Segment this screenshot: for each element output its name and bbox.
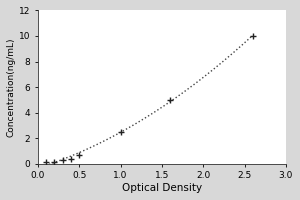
Y-axis label: Concentration(ng/mL): Concentration(ng/mL): [7, 37, 16, 137]
X-axis label: Optical Density: Optical Density: [122, 183, 202, 193]
